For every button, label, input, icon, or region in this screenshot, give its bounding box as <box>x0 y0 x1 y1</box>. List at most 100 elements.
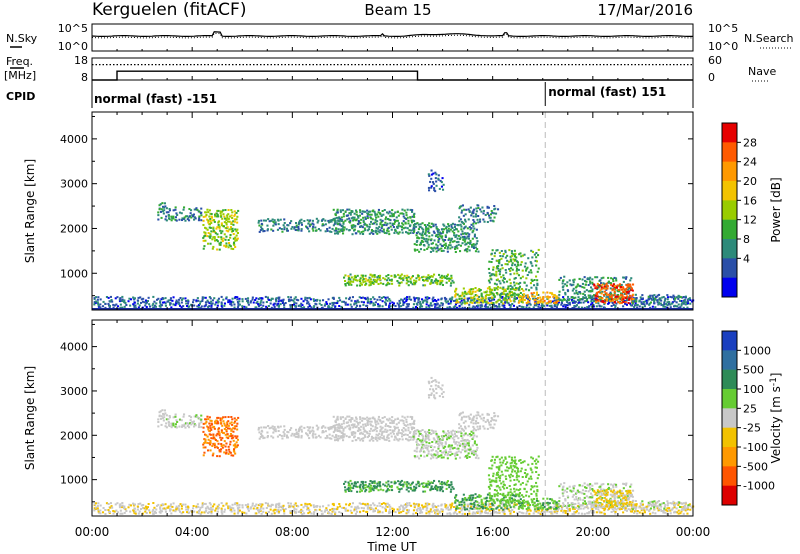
power-cell <box>228 228 231 231</box>
velocity-cell <box>284 508 287 510</box>
velocity-cell <box>428 503 431 506</box>
power-cell <box>316 221 319 224</box>
power-cell <box>178 211 181 214</box>
power-cell <box>292 299 295 302</box>
power-cell <box>394 211 397 214</box>
power-cell <box>437 239 440 242</box>
velocity-cell <box>483 511 486 514</box>
power-cell <box>209 226 212 229</box>
power-cell <box>308 305 311 308</box>
velocity-cell <box>540 512 543 515</box>
velocity-cell <box>428 512 431 515</box>
power-cell <box>259 229 262 232</box>
power-cell <box>610 277 613 280</box>
velocity-cell <box>489 503 492 505</box>
power-cell <box>526 266 529 269</box>
velocity-cell <box>436 434 439 437</box>
power-cell <box>233 220 236 223</box>
power-cell <box>172 303 175 306</box>
velocity-cell <box>436 512 439 515</box>
search-label: N.Search <box>744 32 794 45</box>
velocity-cell <box>396 417 399 420</box>
power-cell <box>449 247 452 250</box>
power-cell <box>566 289 569 292</box>
power-cell <box>208 223 211 226</box>
power-cell <box>495 283 498 286</box>
velocity-cell <box>209 424 212 427</box>
power-cell <box>470 245 473 248</box>
power-cell <box>142 297 145 300</box>
power-cell <box>451 227 454 230</box>
velocity-cell <box>439 450 442 452</box>
power-cell <box>473 220 476 223</box>
power-cell <box>374 219 377 222</box>
power-cell <box>159 303 162 306</box>
power-cell <box>443 275 446 278</box>
power-cell <box>215 239 218 242</box>
power-cell <box>222 298 225 301</box>
velocity-cell <box>538 509 541 512</box>
velocity-cell <box>303 426 306 429</box>
power-cell <box>430 177 433 180</box>
velocity-cell <box>223 422 226 425</box>
power-cell <box>421 232 424 235</box>
power-cell <box>519 292 522 295</box>
power-cell <box>382 230 385 233</box>
velocity-cell <box>319 436 322 439</box>
power-cell <box>97 304 100 307</box>
power-cell <box>485 302 488 305</box>
power-cell <box>341 230 344 233</box>
power-cell <box>342 222 345 225</box>
power-cell <box>388 304 391 307</box>
velocity-cell <box>96 507 99 510</box>
power-cell <box>230 222 233 225</box>
power-cell <box>463 300 466 303</box>
power-cell <box>409 232 412 235</box>
velocity-cell <box>575 510 578 513</box>
velocity-cell <box>177 507 180 510</box>
power-cell <box>645 302 648 305</box>
velocity-cell <box>304 504 307 507</box>
power-cell <box>510 295 513 298</box>
velocity-cell <box>512 510 515 513</box>
velocity-cell <box>221 446 224 449</box>
power-cell <box>306 219 309 222</box>
power-cell <box>367 228 370 231</box>
power-cell <box>515 265 518 268</box>
power-cell <box>627 283 630 286</box>
power-cell <box>202 219 205 222</box>
power-cell <box>199 300 202 303</box>
velocity-cell <box>119 509 122 512</box>
power-cell <box>331 219 334 222</box>
power-cell <box>369 278 372 281</box>
velocity-cell <box>675 507 678 510</box>
velocity-cell <box>452 506 455 508</box>
power-cell <box>536 284 539 287</box>
power-cell <box>673 305 676 308</box>
power-cell <box>422 228 425 231</box>
power-cell <box>543 299 546 302</box>
power-cell <box>232 237 235 240</box>
power-cell <box>283 228 286 231</box>
velocity-cell <box>507 508 510 511</box>
power-cell <box>518 287 521 290</box>
velocity-cell <box>97 511 100 514</box>
power-cell <box>294 229 297 232</box>
power-cell <box>413 224 416 227</box>
power-cell <box>129 304 132 307</box>
power-cell <box>412 231 415 234</box>
velocity-cell <box>195 505 198 508</box>
power-cell <box>442 240 445 243</box>
power-cell <box>309 223 312 226</box>
power-cell <box>386 222 389 225</box>
power-cell <box>630 287 633 290</box>
power-cell <box>470 288 473 291</box>
power-cell <box>216 233 219 236</box>
power-cell <box>680 303 683 306</box>
power-cell <box>189 212 192 215</box>
power-cell <box>93 303 96 306</box>
velocity-cell <box>344 509 347 512</box>
power-cell <box>170 215 173 218</box>
power-y-tick-label: 1000 <box>60 267 88 280</box>
power-cell <box>273 219 276 222</box>
